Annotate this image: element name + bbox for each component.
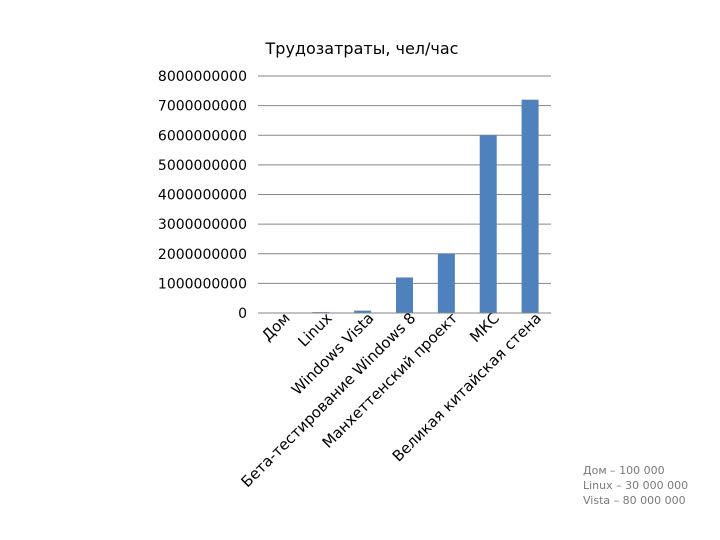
y-tick-label: 1000000000: [158, 276, 247, 292]
y-tick-label: 6000000000: [158, 128, 247, 144]
y-tick-label: 4000000000: [158, 188, 247, 204]
bar: [479, 135, 497, 313]
y-tick-label: 2000000000: [158, 247, 247, 263]
bar: [354, 310, 372, 313]
x-tick-label: Дом: [258, 309, 294, 345]
chart-title: Трудозатраты, чел/час: [265, 39, 459, 58]
note-line-linux: Linux – 30 000 000: [583, 479, 689, 492]
bar: [396, 277, 413, 313]
y-tick-label: 8000000000: [158, 69, 247, 85]
y-axis-ticks: 0 1000000000 2000000000 3000000000 400000000…: [158, 69, 247, 322]
y-tick-label: 3000000000: [158, 217, 247, 233]
y-tick-label: 7000000000: [158, 99, 247, 115]
y-tick-label: 0: [238, 306, 247, 322]
y-tick-label: 5000000000: [158, 158, 247, 174]
bar: [437, 253, 455, 313]
gridlines: [258, 75, 551, 284]
x-tick-label: МКС: [466, 309, 503, 346]
bars: [270, 99, 539, 313]
bar: [521, 99, 539, 313]
note-line-dom: Дом – 100 000: [583, 464, 665, 477]
note-line-vista: Vista – 80 000 000: [583, 494, 686, 507]
side-note: Дом – 100 000 Linux – 30 000 000 Vista –…: [583, 463, 688, 508]
